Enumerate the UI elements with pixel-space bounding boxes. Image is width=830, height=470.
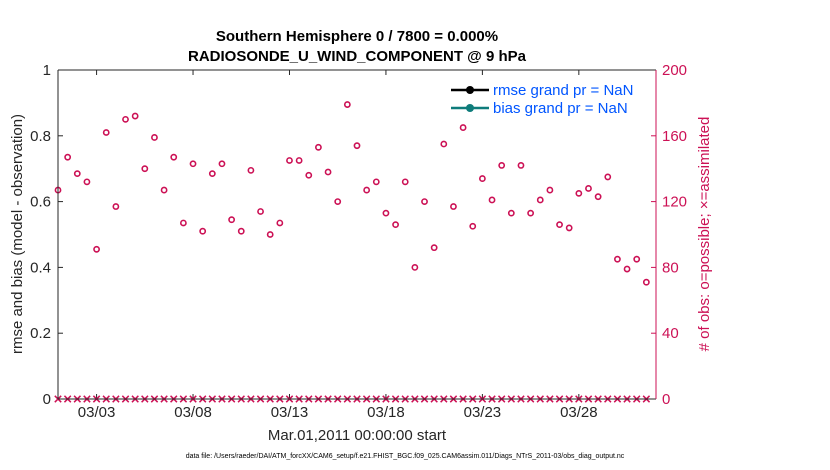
possible-obs-point bbox=[257, 208, 264, 215]
chart-title-line-1: Southern Hemisphere 0 / 7800 = 0.000% bbox=[216, 28, 498, 45]
y-left-tick-label: 0.2 bbox=[30, 325, 51, 342]
possible-obs-point bbox=[141, 165, 149, 173]
possible-obs-point bbox=[131, 112, 139, 120]
x-tick-label: 03/03 bbox=[78, 404, 116, 421]
possible-obs-point bbox=[237, 227, 245, 235]
legend-label-rmse: rmse grand pr = NaN bbox=[493, 82, 633, 99]
possible-obs-point bbox=[295, 157, 303, 164]
possible-obs-point bbox=[488, 196, 496, 204]
possible-obs-point bbox=[286, 157, 293, 164]
possible-obs-point bbox=[392, 221, 399, 229]
x-tick-label: 03/08 bbox=[174, 404, 212, 421]
x-tick-label: 03/18 bbox=[367, 404, 405, 421]
possible-obs-point bbox=[228, 216, 236, 224]
possible-obs-point bbox=[517, 162, 525, 169]
possible-obs-point bbox=[363, 186, 371, 194]
possible-obs-point bbox=[614, 255, 621, 263]
possible-obs-point bbox=[160, 186, 168, 194]
possible-obs-point bbox=[247, 166, 255, 174]
possible-obs-point bbox=[642, 278, 650, 286]
possible-obs-point bbox=[315, 143, 322, 151]
possible-obs-point bbox=[478, 175, 486, 182]
possible-obs-point bbox=[189, 160, 197, 168]
y-right-tick-label: 40 bbox=[662, 325, 679, 342]
possible-obs-point bbox=[334, 198, 342, 205]
possible-obs-point bbox=[575, 189, 583, 197]
y-left-tick-label: 0.4 bbox=[30, 259, 51, 276]
possible-obs-point bbox=[324, 168, 332, 176]
possible-obs-point bbox=[151, 134, 158, 141]
possible-obs-point bbox=[527, 209, 535, 217]
possible-obs-point bbox=[604, 173, 612, 181]
data-file-footnote: data file: /Users/raeder/DAI/ATM_forcXX/… bbox=[186, 453, 625, 460]
possible-obs-point bbox=[276, 219, 284, 227]
possible-obs-point bbox=[122, 115, 129, 123]
possible-obs-point bbox=[450, 203, 457, 210]
possible-obs-point bbox=[633, 255, 641, 263]
possible-obs-point bbox=[73, 170, 81, 178]
possible-obs-point bbox=[64, 153, 72, 161]
x-tick-label: 03/28 bbox=[560, 404, 598, 421]
possible-obs-point bbox=[112, 203, 120, 210]
possible-obs-point bbox=[305, 171, 313, 179]
possible-obs-point bbox=[430, 244, 438, 252]
possible-obs-point bbox=[421, 198, 428, 205]
possible-obs-point bbox=[401, 178, 409, 186]
possible-obs-point bbox=[546, 186, 554, 194]
possible-obs-point bbox=[556, 221, 563, 229]
y-left-tick-label: 0.6 bbox=[30, 194, 51, 211]
possible-obs-point bbox=[594, 193, 602, 201]
possible-obs-point bbox=[208, 170, 216, 178]
legend-marker-bias bbox=[466, 104, 474, 112]
y-axis-right-ticks: 0 40 80 120 160 200 bbox=[651, 62, 687, 408]
possible-obs-point bbox=[507, 209, 515, 217]
possible-obs-point bbox=[623, 265, 631, 273]
possible-obs-point bbox=[266, 231, 274, 238]
plot-area bbox=[58, 70, 656, 399]
y-right-tick-label: 160 bbox=[662, 128, 687, 145]
legend: rmse grand pr = NaN bias grand pr = NaN bbox=[451, 82, 633, 117]
x-axis-label: Mar.01,2011 00:00:00 start bbox=[268, 427, 447, 444]
possible-obs-point bbox=[585, 185, 592, 192]
y-left-tick-label: 1 bbox=[43, 62, 51, 79]
possible-obs-point bbox=[170, 153, 178, 161]
possible-obs-point bbox=[343, 101, 351, 108]
y-axis-left-label: rmse and bias (model - observation) bbox=[9, 114, 26, 354]
possible-obs-point bbox=[93, 245, 100, 253]
x-tick-label: 03/23 bbox=[464, 404, 502, 421]
chart-title-line-2: RADIOSONDE_U_WIND_COMPONENT @ 9 hPa bbox=[188, 48, 527, 65]
possible-obs-point bbox=[353, 142, 361, 150]
possible-obs-point bbox=[199, 227, 207, 235]
y-left-tick-label: 0 bbox=[43, 391, 51, 408]
y-right-tick-label: 200 bbox=[662, 62, 687, 79]
possible-obs-point bbox=[536, 196, 544, 204]
y-right-tick-label: 120 bbox=[662, 194, 687, 211]
possible-obs-point bbox=[459, 124, 467, 131]
possible-obs-point bbox=[565, 224, 573, 232]
possible-obs-point bbox=[440, 140, 448, 148]
legend-label-bias: bias grand pr = NaN bbox=[493, 100, 628, 117]
possible-obs-point bbox=[83, 178, 91, 186]
legend-marker-rmse bbox=[466, 86, 474, 94]
possible-obs-point bbox=[102, 129, 110, 136]
possible-obs-point bbox=[469, 222, 477, 230]
possible-obs-point bbox=[382, 209, 390, 217]
possible-obs-point bbox=[498, 162, 506, 169]
x-axis-ticks: 03/03 03/08 03/13 03/18 03/23 03/28 bbox=[78, 70, 598, 421]
x-tick-label: 03/13 bbox=[271, 404, 309, 421]
possible-obs-point bbox=[372, 178, 380, 186]
y-right-tick-label: 0 bbox=[662, 391, 670, 408]
y-right-tick-label: 80 bbox=[662, 259, 679, 276]
possible-obs-point bbox=[218, 160, 226, 168]
possible-obs-point bbox=[179, 219, 187, 227]
y-left-tick-label: 0.8 bbox=[30, 128, 51, 145]
y-axis-right-label: # of obs: o=possible; ×=assimilated bbox=[696, 117, 713, 352]
possible-obs-point bbox=[411, 263, 419, 271]
